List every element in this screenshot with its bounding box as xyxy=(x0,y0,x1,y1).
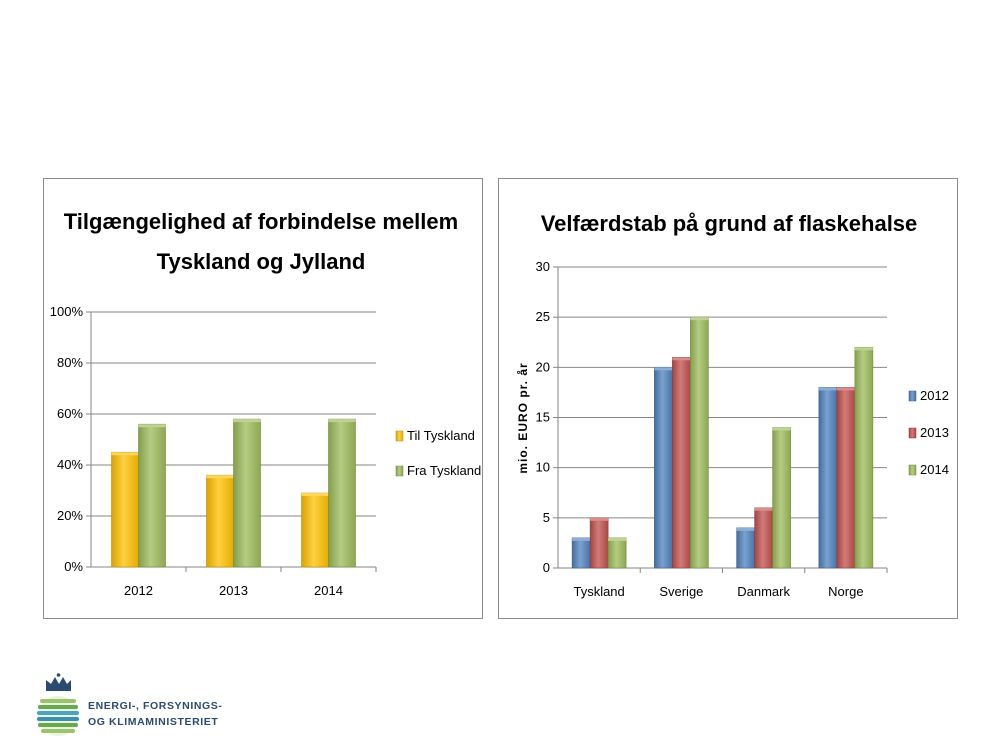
legend-label: 2014 xyxy=(920,462,949,477)
bar-2014-sverige xyxy=(690,316,709,569)
y-tick-label: 40% xyxy=(57,457,83,472)
bar-2012-danmark xyxy=(736,527,755,569)
x-tick-label: Sverige xyxy=(659,584,703,599)
y-tick-label: 0 xyxy=(543,560,550,575)
x-tick-label: Danmark xyxy=(737,584,790,599)
bar-2013-danmark xyxy=(754,507,773,569)
x-tick-label: Norge xyxy=(828,584,863,599)
ministry-logo: ENERGI-, FORSYNINGS- OG KLIMAMINISTERIET xyxy=(36,672,256,742)
y-tick-label: 60% xyxy=(57,406,83,421)
x-tick-label: 2013 xyxy=(219,583,248,598)
chart-title: Tyskland og Jylland xyxy=(157,249,366,274)
bar-2012-norge xyxy=(818,387,838,569)
bar-2014-danmark xyxy=(772,427,791,569)
legend-swatch xyxy=(908,464,917,476)
y-tick-label: 20% xyxy=(57,508,83,523)
bar-2012-tyskland xyxy=(571,537,591,569)
bar-2013-sverige xyxy=(672,357,691,569)
welfare-loss-chart: Velfærdstab på grund af flaskehalse 0 5 10 1… xyxy=(516,211,949,599)
y-tick-label: 10 xyxy=(536,460,550,475)
y-tick-label: 80% xyxy=(57,355,83,370)
logo-text-line1: ENERGI-, FORSYNINGS- xyxy=(88,700,223,712)
bar-fra-tyskland-2012 xyxy=(138,423,166,568)
logo-text-line2: OG KLIMAMINISTERIET xyxy=(88,716,219,728)
legend-swatch xyxy=(395,465,404,477)
legend-swatch xyxy=(908,390,917,402)
bar-fra-tyskland-2014 xyxy=(328,418,356,568)
y-tick-label: 0% xyxy=(64,559,83,574)
chart-title: Velfærdstab på grund af flaskehalse xyxy=(541,211,918,236)
x-tick-label: 2014 xyxy=(314,583,343,598)
x-tick-label: Tyskland xyxy=(573,584,624,599)
bar-til-tyskland-2012 xyxy=(111,451,139,568)
chart-title: Tilgængelighed af forbindelse mellem xyxy=(64,209,458,234)
bar-2014-tyskland xyxy=(607,537,627,569)
y-axis-label: mio. EURO pr. år xyxy=(516,362,530,473)
bar-2012-sverige xyxy=(654,367,673,569)
bar-2013-norge xyxy=(836,387,856,569)
chart-panel-availability: Tilgængelighed af forbindelse mellem Tysk… xyxy=(43,178,483,619)
y-tick-label: 100% xyxy=(50,304,84,319)
legend-label: 2013 xyxy=(920,425,949,440)
availability-chart: Tilgængelighed af forbindelse mellem Tysk… xyxy=(50,209,481,598)
crown-globe-icon xyxy=(37,673,79,736)
y-tick-label: 30 xyxy=(536,259,550,274)
bar-til-tyskland-2013 xyxy=(206,474,234,568)
y-tick-label: 25 xyxy=(536,309,550,324)
x-tick-label: 2012 xyxy=(124,583,153,598)
bar-fra-tyskland-2013 xyxy=(233,418,261,568)
legend-label: Til Tyskland xyxy=(407,428,475,443)
legend-label: 2012 xyxy=(920,388,949,403)
legend-swatch xyxy=(908,427,917,439)
bar-2013-tyskland xyxy=(589,517,609,569)
y-tick-label: 20 xyxy=(536,359,550,374)
legend-label: Fra Tyskland xyxy=(407,463,481,478)
y-tick-label: 5 xyxy=(543,510,550,525)
y-tick-label: 15 xyxy=(536,410,550,425)
bar-2014-norge xyxy=(854,346,874,569)
bar-til-tyskland-2014 xyxy=(301,492,329,568)
legend-swatch xyxy=(395,430,404,442)
chart-panel-welfare-loss: Velfærdstab på grund af flaskehalse 0 5 10 1… xyxy=(498,178,958,619)
